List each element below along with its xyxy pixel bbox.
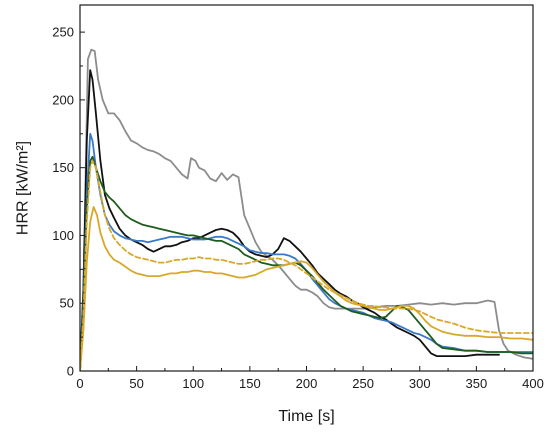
x-tick-label: 400 (522, 376, 544, 391)
series-line-2 (80, 69, 500, 371)
y-axis-title: HRR [kW/m²] (15, 141, 32, 235)
y-tick-label: 200 (52, 92, 74, 107)
plot-axes: 0 50 100 150 200 250 300 350 400 0 50 100 150 200 250 (52, 4, 544, 391)
series-line-6 (80, 160, 533, 371)
x-tick-label: 150 (239, 376, 261, 391)
x-tick-label: 300 (409, 376, 431, 391)
y-tick-label: 100 (52, 228, 74, 243)
series-line-3 (80, 132, 533, 371)
x-tick-label: 350 (466, 376, 488, 391)
plot-marks (80, 48, 533, 371)
x-tick-label: 200 (296, 376, 318, 391)
y-tick-label: 150 (52, 160, 74, 175)
series-line-4 (80, 155, 533, 371)
x-tick-label: 250 (352, 376, 374, 391)
x-tick-label: 0 (76, 376, 83, 391)
x-tick-label: 50 (129, 376, 143, 391)
y-tick-label: 250 (52, 25, 74, 40)
x-axis-title: Time [s] (278, 408, 334, 425)
plot-frame (79, 4, 534, 372)
x-tick-label: 100 (182, 376, 204, 391)
y-tick-label: 0 (67, 364, 74, 379)
y-tick-label: 50 (60, 296, 74, 311)
series-line-1 (80, 48, 533, 371)
